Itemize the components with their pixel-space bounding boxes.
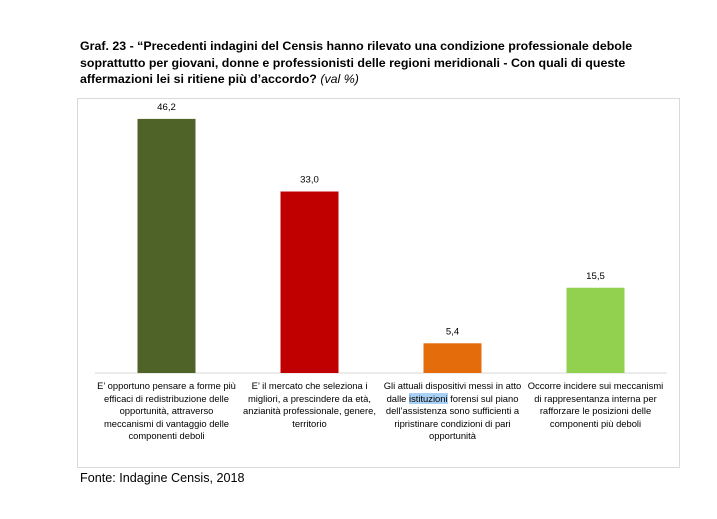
bar-2 xyxy=(280,191,339,373)
chart-frame xyxy=(77,98,680,468)
category-label-4: Occorre incidere sui meccanismi di rappr… xyxy=(527,380,664,429)
value-label-1: 46,2 xyxy=(157,102,176,113)
value-label-2: 33,0 xyxy=(300,175,319,186)
category-label-1: E’ opportuno pensare a forme più efficac… xyxy=(97,380,236,442)
chart-title-unit: (val %) xyxy=(320,72,359,86)
value-labels-group: 46,2 33,0 5,4 15,5 xyxy=(157,102,605,337)
value-label-3: 5,4 xyxy=(446,326,460,337)
category-label-3: Gli attuali dispositivi messi in atto da… xyxy=(383,380,522,442)
chart-title-text: Graf. 23 - “Precedenti indagini del Cens… xyxy=(80,39,633,86)
source-note: Fonte: Indagine Censis, 2018 xyxy=(80,471,245,485)
value-label-4: 15,5 xyxy=(586,271,605,282)
chart-title: Graf. 23 - “Precedenti indagini del Cens… xyxy=(80,38,640,88)
bar-1 xyxy=(137,118,196,374)
bar-4 xyxy=(566,287,625,373)
bar-3 xyxy=(423,343,482,373)
category-label-2: E’ il mercato che seleziona i migliori, … xyxy=(243,380,376,429)
highlighted-word: istituzioni xyxy=(408,392,448,404)
bars-group xyxy=(137,118,625,374)
